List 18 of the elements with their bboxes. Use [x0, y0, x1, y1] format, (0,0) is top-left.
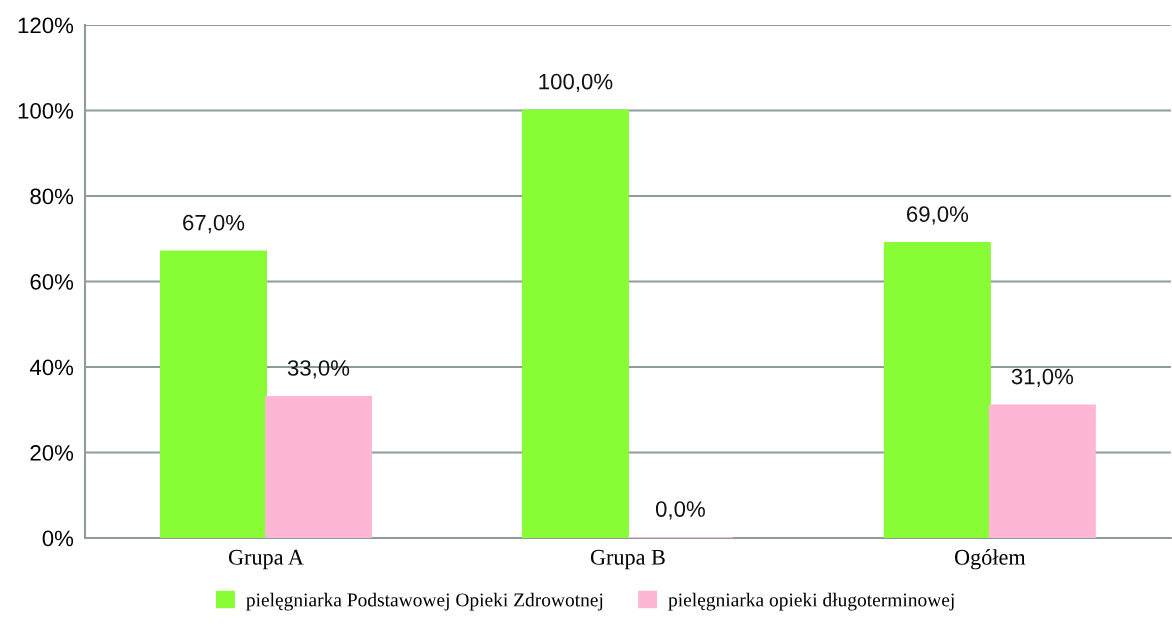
y-tick-label: 80%: [30, 188, 74, 205]
data-label: 67,0%: [183, 214, 245, 234]
data-label: 33,0%: [287, 360, 350, 379]
x-tick-label: Ogółem: [954, 549, 1026, 570]
x-tick-label: Grupa A: [228, 549, 304, 570]
legend-label: pielęgniarka Podstawowej Opieki Zdrowotnej: [246, 592, 603, 611]
y-tick-label: 0%: [42, 530, 74, 547]
y-tick-label: 60%: [30, 274, 74, 290]
data-label: 0,0%: [655, 501, 705, 520]
data-label: 31,0%: [1011, 368, 1074, 388]
legend-label: pielęgniarka opieki długoterminowej: [668, 592, 954, 611]
y-tick-label: 120%: [18, 17, 74, 34]
y-tick-label: 100%: [18, 103, 74, 119]
y-tick-label: 20%: [30, 445, 74, 461]
y-tick-label: 40%: [29, 359, 74, 376]
data-label: 69,0%: [907, 206, 969, 225]
x-tick-label: Grupa B: [590, 549, 665, 570]
data-label: 100,0%: [539, 73, 613, 93]
